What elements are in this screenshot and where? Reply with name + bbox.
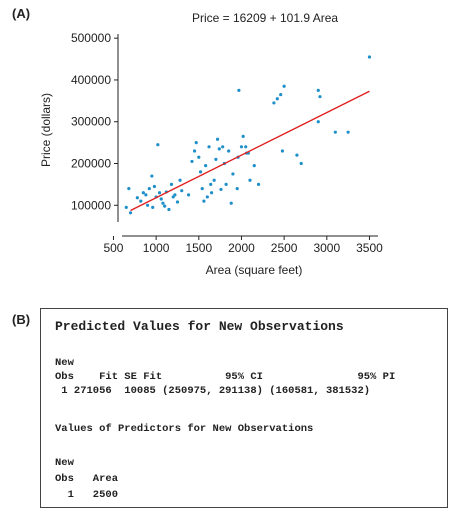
x-tick-label: 2000 — [228, 241, 255, 255]
x-tick-label: 2500 — [271, 241, 298, 255]
data-point — [200, 186, 204, 191]
data-point — [135, 196, 139, 200]
data-point — [139, 199, 143, 203]
data-point — [367, 55, 372, 59]
panel-b-label: (B) — [12, 312, 31, 327]
data-point — [159, 197, 163, 201]
data-point — [169, 182, 174, 186]
data-point — [221, 145, 225, 149]
data-point — [194, 141, 198, 145]
data-point — [279, 92, 283, 97]
data-point — [248, 178, 252, 182]
data-point — [190, 159, 194, 164]
data-point — [151, 205, 155, 209]
data-point — [186, 193, 191, 197]
output-line: Values of Predictors for New Observation… — [55, 423, 314, 435]
data-point — [150, 174, 154, 178]
data-point — [198, 170, 203, 174]
y-tick-label: 400000 — [71, 73, 111, 87]
data-point — [295, 153, 299, 157]
x-tick-label: 1000 — [143, 241, 170, 255]
data-point — [215, 137, 220, 141]
data-point — [128, 211, 133, 215]
data-point — [156, 143, 160, 147]
data-point — [231, 172, 235, 176]
data-point — [280, 149, 285, 153]
data-point — [241, 134, 245, 138]
data-point — [235, 186, 239, 191]
output-line: New — [55, 457, 74, 469]
data-point — [229, 201, 233, 205]
data-point — [237, 88, 241, 92]
x-tick-label: 1500 — [185, 241, 212, 255]
data-point — [217, 147, 221, 151]
data-point — [147, 186, 151, 191]
y-axis-label: Price (dollars) — [39, 93, 53, 167]
y-tick-label: 500000 — [71, 31, 111, 45]
data-point — [256, 182, 261, 186]
output-line: Obs Fit SE Fit 95% CI 95% PI — [55, 371, 396, 383]
data-point — [299, 161, 303, 166]
output-line: 1 271056 10085 (250975, 291138) (160581,… — [55, 385, 371, 397]
data-point — [178, 178, 182, 182]
data-point — [163, 204, 167, 208]
data-point — [202, 199, 206, 203]
data-point — [333, 130, 337, 134]
output-line: 1 2500 — [55, 489, 119, 501]
data-point — [346, 130, 350, 134]
scatter-chart: Price = 16209 + 101.9 Area 500 1000 1500 20… — [39, 11, 383, 277]
data-point — [152, 184, 157, 189]
data-point — [239, 145, 244, 149]
panel-a-label: (A) — [12, 6, 31, 21]
data-point — [205, 195, 209, 199]
y-tick-label: 100000 — [71, 198, 111, 212]
data-point — [167, 207, 171, 212]
data-point — [214, 157, 218, 161]
data-point — [272, 101, 276, 105]
data-point — [212, 178, 216, 182]
data-point — [207, 145, 211, 149]
data-point — [175, 200, 180, 204]
data-point — [127, 186, 131, 191]
x-tick-label: 3000 — [313, 241, 340, 255]
data-point — [157, 191, 162, 195]
x-axis-label: Area (square feet) — [206, 263, 303, 277]
output-heading: Predicted Values for New Observations — [55, 319, 344, 334]
data-point — [161, 201, 165, 205]
data-point — [224, 182, 228, 186]
data-point — [275, 97, 279, 101]
y-tick-label: 200000 — [71, 157, 111, 171]
data-point — [316, 120, 320, 124]
regression-line — [130, 90, 370, 212]
y-axis: 100000 200000 300000 400000 500000 — [71, 31, 119, 222]
chart-title: Price = 16209 + 101.9 Area — [192, 11, 338, 25]
output-line: New — [55, 357, 74, 369]
data-points — [124, 55, 372, 215]
data-point — [192, 149, 197, 153]
data-point — [252, 164, 256, 168]
prediction-output-box: Predicted Values for New Observations Ne… — [40, 308, 448, 508]
data-point — [124, 205, 128, 209]
x-axis: 500 1000 1500 2000 2500 3000 3500 — [103, 235, 383, 255]
data-point — [146, 203, 150, 207]
y-tick-label: 300000 — [71, 115, 111, 129]
data-point — [282, 84, 286, 88]
data-point — [316, 88, 320, 92]
data-point — [144, 193, 148, 197]
data-point — [197, 155, 201, 159]
data-point — [227, 149, 231, 153]
data-point — [244, 145, 248, 149]
data-point — [141, 191, 145, 195]
data-point — [219, 187, 223, 192]
x-tick-label: 500 — [103, 241, 123, 255]
data-point — [209, 182, 213, 186]
data-point — [210, 191, 214, 195]
data-point — [204, 164, 208, 168]
data-point — [173, 193, 177, 197]
data-point — [318, 95, 322, 99]
x-tick-label: 3500 — [356, 241, 383, 255]
output-line: Obs Area — [55, 473, 119, 485]
data-point — [180, 189, 184, 193]
